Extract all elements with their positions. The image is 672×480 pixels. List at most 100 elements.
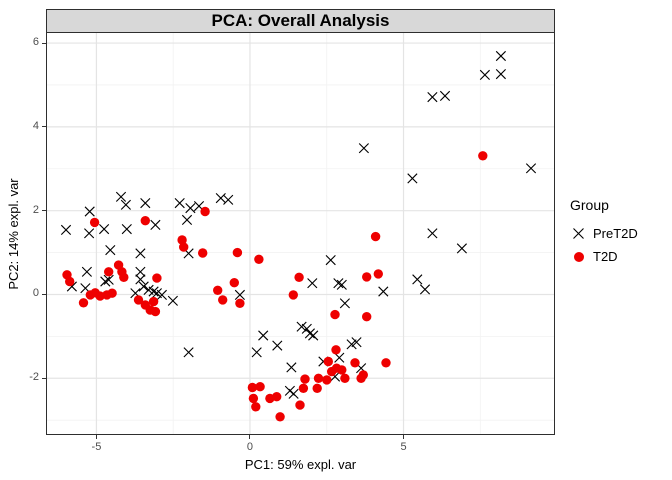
y-tick-label: -2 <box>29 371 39 384</box>
data-point-pret2d <box>148 286 159 297</box>
data-point-pret2d <box>115 191 127 202</box>
data-point-t2d <box>200 206 210 217</box>
data-point-t2d <box>119 272 129 282</box>
data-point-t2d <box>218 295 228 305</box>
data-point-pret2d <box>325 255 336 266</box>
x-tick-label: 0 <box>246 441 254 453</box>
data-point-pret2d <box>181 214 193 225</box>
data-point-pret2d <box>81 266 92 277</box>
y-tick-mark <box>42 377 46 379</box>
data-point-pret2d <box>525 163 537 174</box>
data-point-t2d <box>312 383 322 393</box>
data-point-t2d <box>265 393 275 404</box>
plot-title-strip: PCA: Overall Analysis <box>46 9 555 33</box>
data-point-t2d <box>337 365 347 375</box>
data-point-t2d <box>232 247 243 258</box>
data-point-pret2d <box>100 276 111 287</box>
data-point-pret2d <box>339 298 350 309</box>
data-point-pret2d <box>105 245 116 256</box>
data-point-t2d <box>288 290 298 300</box>
data-point-pret2d <box>84 228 95 239</box>
data-point-pret2d <box>103 274 114 285</box>
data-point-t2d <box>213 285 223 295</box>
data-point-t2d <box>358 370 368 380</box>
data-point-t2d <box>362 312 372 322</box>
data-point-pret2d <box>223 194 234 205</box>
data-point-pret2d <box>120 199 131 210</box>
y-axis-label: PC2: 14% expl. var <box>6 178 21 290</box>
data-point-t2d <box>331 345 341 355</box>
data-point-t2d <box>254 254 264 264</box>
data-point-pret2d <box>185 203 196 214</box>
data-point-pret2d <box>138 281 149 292</box>
y-tick-mark <box>42 210 46 212</box>
data-point-pret2d <box>378 286 389 297</box>
data-point-pret2d <box>333 278 344 289</box>
data-point-pret2d <box>286 362 297 373</box>
data-point-t2d <box>313 373 324 383</box>
data-point-t2d <box>322 375 332 385</box>
data-point-t2d <box>478 151 488 161</box>
data-point-pret2d <box>427 92 438 103</box>
data-point-t2d <box>179 242 189 252</box>
data-point-t2d <box>340 373 350 383</box>
data-point-pret2d <box>135 248 146 259</box>
x-tick-mark <box>249 435 251 439</box>
data-point-t2d <box>350 358 360 368</box>
data-point-t2d <box>140 216 150 226</box>
data-point-pret2d <box>288 388 299 399</box>
y-tick-mark <box>42 42 46 44</box>
data-point-pret2d <box>351 337 362 348</box>
legend-label-pret2d: PreT2D <box>593 226 638 241</box>
data-point-pret2d <box>156 289 167 300</box>
data-point-t2d <box>65 276 75 287</box>
data-point-t2d <box>89 217 100 228</box>
data-point-t2d <box>78 298 89 308</box>
data-point-pret2d <box>234 289 245 300</box>
plot-canvas <box>47 33 554 434</box>
data-point-pret2d <box>135 274 146 285</box>
data-point-pret2d <box>150 219 161 230</box>
y-tick-label: 2 <box>32 203 39 216</box>
legend-item-pret2d: PreT2D <box>570 222 670 245</box>
data-point-pret2d <box>258 330 269 341</box>
x-tick-mark <box>403 435 405 439</box>
data-point-t2d <box>323 356 333 367</box>
plot-title: PCA: Overall Analysis <box>211 11 390 30</box>
x-tick-label: -5 <box>91 441 102 453</box>
data-point-t2d <box>373 269 383 279</box>
data-point-t2d <box>362 272 372 282</box>
data-point-pret2d <box>60 224 72 235</box>
x-axis-label: PC1: 59% expl. var <box>244 457 357 472</box>
data-point-pret2d <box>495 50 506 62</box>
data-point-pret2d <box>99 224 110 235</box>
data-point-t2d <box>300 374 310 384</box>
data-point-pret2d <box>174 198 185 209</box>
data-point-t2d <box>133 295 144 305</box>
data-point-pret2d <box>308 330 319 341</box>
data-point-pret2d <box>495 69 506 80</box>
data-point-pret2d <box>272 340 283 351</box>
y-tick-label: 4 <box>32 119 39 132</box>
x-tick-label: 5 <box>400 441 407 453</box>
y-tick-mark <box>42 126 46 128</box>
data-point-t2d <box>235 298 245 308</box>
data-point-t2d <box>294 272 304 282</box>
y-tick-mark <box>42 293 46 295</box>
data-point-t2d <box>275 412 285 422</box>
data-point-t2d <box>251 402 261 412</box>
data-point-t2d <box>248 393 259 404</box>
data-point-pret2d <box>121 224 132 235</box>
data-point-pret2d <box>251 347 262 358</box>
legend-title: Group <box>570 197 609 213</box>
data-point-pret2d <box>479 69 490 80</box>
data-point-t2d <box>381 358 391 368</box>
data-point-t2d <box>370 231 381 242</box>
data-point-t2d <box>152 273 162 283</box>
data-point-pret2d <box>296 321 307 332</box>
x-marker-icon <box>570 225 587 242</box>
data-point-t2d <box>229 278 239 288</box>
plot-panel <box>46 32 555 435</box>
data-point-pret2d <box>84 206 95 217</box>
